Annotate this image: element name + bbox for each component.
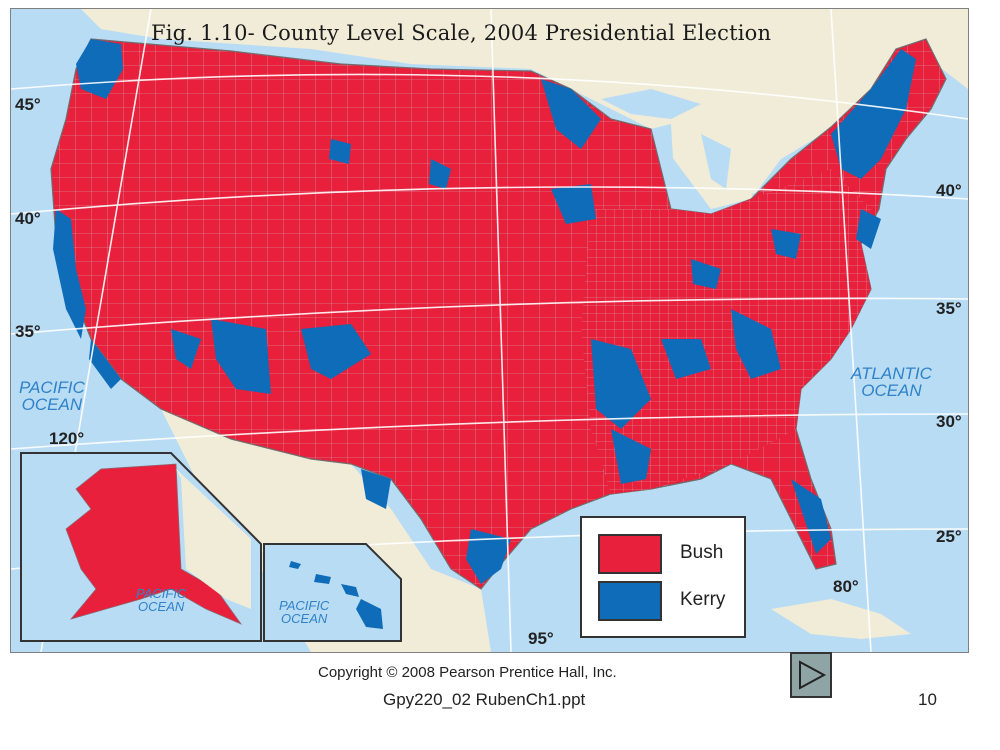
longitude-label-95: 95° (528, 629, 554, 648)
mexico-land (161, 409, 491, 652)
ocean-label-line: OCEAN (21, 395, 83, 414)
ocean-label-line: OCEAN (281, 611, 328, 626)
ocean-label-line: PACIFIC (136, 586, 187, 601)
next-slide-button[interactable] (790, 652, 832, 698)
map-graphic (11, 9, 968, 652)
latitude-label-35-west: 35° (15, 322, 41, 341)
ocean-label-line: ATLANTIC (851, 364, 932, 383)
latitude-label-30-east: 30° (936, 412, 962, 431)
longitude-label-120: 120° (49, 429, 85, 448)
eastern-counties (581, 169, 871, 494)
figure-title: Fig. 1.10- County Level Scale, 2004 Pres… (151, 21, 772, 45)
ocean-label-line: PACIFIC (19, 378, 85, 397)
longitude-label-80: 80° (833, 577, 859, 596)
play-triangle-icon (799, 660, 827, 690)
ocean-label-pacific-hawaii: PACIFIC OCEAN (279, 599, 329, 625)
map-legend: Bush Kerry (580, 516, 746, 638)
latitude-label-25-east: 25° (936, 527, 962, 546)
ocean-label-pacific-alaska: PACIFIC OCEAN (136, 587, 186, 613)
canada-land (81, 9, 968, 209)
copyright-text: Copyright © 2008 Pearson Prentice Hall, … (318, 664, 617, 681)
legend-swatch-kerry (598, 581, 662, 621)
ocean-label-line: OCEAN (861, 381, 922, 400)
cuba-land (771, 599, 911, 639)
ocean-label-line: PACIFIC (279, 598, 330, 613)
hawaii-inset (263, 543, 402, 642)
latitude-label-35-east: 35° (936, 299, 962, 318)
ocean-label-pacific: PACIFIC OCEAN (19, 379, 85, 413)
election-map: Fig. 1.10- County Level Scale, 2004 Pres… (10, 8, 969, 653)
kerry-counties (53, 39, 916, 584)
legend-label-kerry: Kerry (680, 589, 726, 610)
latitude-label-40-east: 40° (936, 181, 962, 200)
legend-swatch-bush (598, 534, 662, 574)
alaska-inset (20, 452, 262, 642)
legend-label-bush: Bush (680, 542, 724, 563)
ocean-label-line: OCEAN (138, 599, 185, 614)
latitude-label-45-west: 45° (15, 95, 41, 114)
page-number: 10 (918, 690, 937, 709)
filename-text: Gpy220_02 RubenCh1.ppt (383, 690, 586, 709)
ocean-label-atlantic: ATLANTIC OCEAN (851, 365, 932, 399)
latitude-label-40-west: 40° (15, 209, 41, 228)
